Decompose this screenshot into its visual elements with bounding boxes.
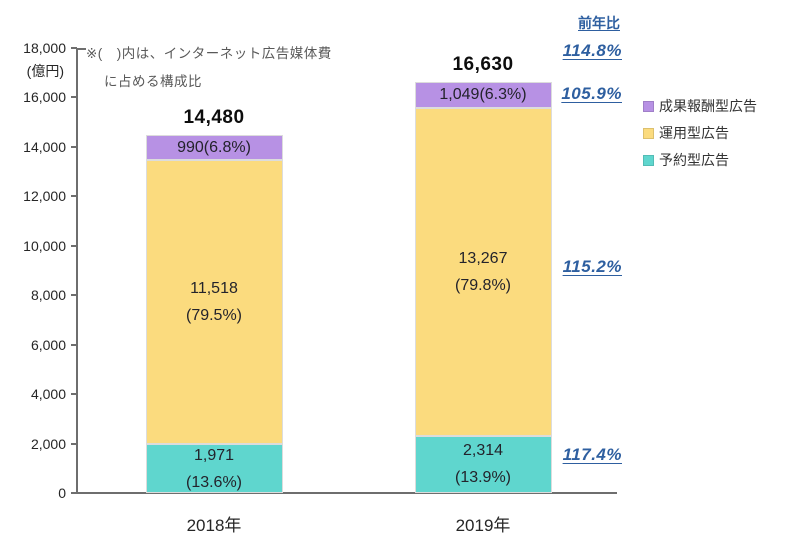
bar-total-label: 14,480 — [183, 107, 245, 128]
x-axis-line — [76, 492, 617, 494]
legend-color-swatch-icon — [643, 127, 654, 139]
y-tick-mark — [71, 145, 77, 148]
bar-segment — [414, 435, 552, 493]
bar-segment — [145, 159, 283, 445]
y-tick-label: 6,000 — [30, 336, 66, 353]
bar-segment-label: 990(6.8%) — [177, 138, 251, 156]
bar-total-label: 16,630 — [452, 53, 514, 75]
legend-item: 予約型広告 — [643, 152, 729, 168]
x-axis-category-label: 2019年 — [455, 516, 511, 535]
legend-item: 運用型広告 — [643, 125, 729, 141]
y-axis-top-tick — [78, 48, 86, 50]
bar-segment-label: 13,267 (79.8%) — [454, 249, 512, 294]
y-tick-label: 0 — [58, 485, 66, 501]
y-tick-mark — [71, 96, 77, 99]
y-tick-mark — [71, 294, 77, 297]
y-tick-label: 8,000 — [30, 287, 66, 304]
legend-color-swatch-icon — [643, 154, 654, 166]
legend-label: 運用型広告 — [659, 125, 729, 141]
bar-segment-label: 2,314 (13.9%) — [454, 442, 512, 487]
y-tick-label: 10,000 — [23, 237, 66, 254]
bar-segment — [414, 107, 552, 436]
y-tick-mark — [71, 393, 77, 396]
bar-segment — [145, 444, 283, 493]
y-tick-mark — [71, 47, 77, 49]
legend-label: 予約型広告 — [659, 152, 729, 168]
legend-color-swatch-icon — [643, 100, 654, 112]
y-tick-label: 16,000 — [23, 89, 66, 106]
bar-segment-label: 1,049(6.3%) — [439, 86, 527, 104]
yoy-segment-value: 117.4% — [562, 445, 622, 465]
yoy-segment-value: 105.9% — [561, 83, 622, 103]
bar-segment-label: 11,518 (79.5%) — [185, 279, 243, 324]
chart-annotation-line-1: ※( )内は、インターネット広告媒体費 — [86, 46, 332, 61]
y-tick-mark — [71, 492, 77, 494]
bar-segment-label: 1,971 (13.6%) — [185, 446, 243, 491]
legend-item: 成果報酬型広告 — [643, 98, 757, 114]
y-tick-mark — [71, 343, 77, 346]
yoy-total-value: 114.8% — [562, 41, 622, 60]
bar-segment — [145, 135, 283, 160]
chart-annotation-line-2: に占める構成比 — [104, 74, 202, 89]
y-axis-unit-label: (億円) — [26, 63, 64, 79]
bar-segment — [414, 81, 552, 108]
y-tick-mark — [71, 195, 77, 198]
y-tick-label: 18,000 — [23, 40, 66, 56]
legend-label: 成果報酬型広告 — [659, 98, 757, 114]
yoy-segment-value: 115.2% — [562, 256, 622, 276]
y-tick-mark — [71, 244, 77, 247]
y-tick-label: 12,000 — [23, 188, 66, 205]
y-tick-label: 14,000 — [23, 138, 66, 155]
y-axis-line — [76, 48, 78, 494]
yoy-header: 前年比 — [578, 15, 620, 31]
y-tick-label: 4,000 — [30, 386, 66, 403]
x-axis-category-label: 2018年 — [186, 516, 242, 535]
y-tick-label: 2,000 — [30, 435, 66, 452]
y-tick-mark — [71, 442, 77, 445]
